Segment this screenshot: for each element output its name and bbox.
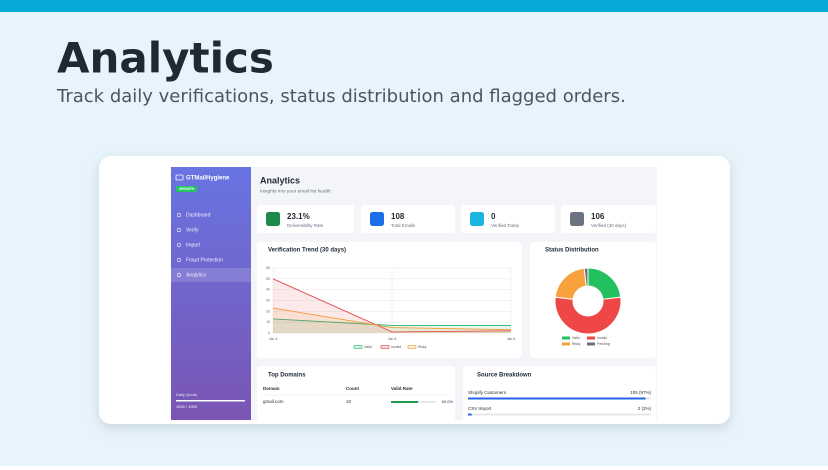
- legend-swatch: [380, 345, 390, 349]
- source-bar: [468, 413, 472, 416]
- badge-text: GROWTH: [179, 187, 195, 191]
- stat-value: 23.1%: [287, 212, 310, 221]
- series-line: [272, 278, 512, 333]
- quota-value: 1000 / 1000: [176, 404, 198, 409]
- y-tick-label: 20: [266, 309, 270, 313]
- nav-icon: [176, 212, 182, 218]
- stat-label: Verified (30 days): [591, 223, 627, 228]
- stat-card: [257, 205, 354, 233]
- quota-bar: [176, 400, 245, 402]
- sidebar: [171, 167, 251, 420]
- stat-label: Verified Today: [491, 223, 520, 228]
- x-tick-label: Jan 8: [507, 337, 516, 341]
- y-tick-label: 30: [266, 298, 270, 302]
- stat-icon: [266, 212, 280, 226]
- y-tick-label: 40: [266, 288, 270, 292]
- y-tick-label: 60: [266, 266, 270, 270]
- source-track: [468, 413, 651, 416]
- nav-icon: [176, 272, 182, 278]
- stat-icon: [370, 212, 384, 226]
- source-bar: [468, 397, 646, 400]
- stat-icon: [570, 212, 584, 226]
- count: 10: [346, 399, 352, 404]
- x-tick-label: Jan 6: [388, 337, 397, 341]
- nav-item[interactable]: Verify: [186, 227, 199, 233]
- nav-item[interactable]: Dashboard: [186, 212, 211, 218]
- domains-card: [257, 366, 455, 420]
- series-area: [273, 308, 511, 333]
- status-title: Status Distribution: [545, 248, 599, 254]
- legend-label: Valid: [572, 336, 580, 340]
- donut-slice: [554, 296, 622, 335]
- stat-value: 106: [591, 212, 605, 221]
- source-name: Shopify Customers: [468, 390, 507, 395]
- stat-icon: [470, 212, 484, 226]
- nav-item[interactable]: Analytics: [186, 272, 207, 278]
- page-title: Analytics: [260, 175, 300, 185]
- stat-card: [361, 205, 455, 233]
- badge: [176, 186, 197, 192]
- legend-swatch: [562, 342, 570, 346]
- hero-title: Analytics: [57, 34, 274, 83]
- stat-label: Deliverability Rate: [287, 223, 324, 228]
- source-count: 105 (97%): [630, 390, 651, 395]
- legend-swatch: [353, 345, 363, 349]
- brand-icon: [175, 174, 184, 181]
- x-tick-label: Jan 4: [269, 337, 278, 341]
- nav-active: [171, 268, 251, 282]
- rate-label: 60.0%: [442, 399, 454, 404]
- app: GTMailHygiene GROWTH Daily Quota 1000 / …: [171, 167, 657, 420]
- source-count: 2 (2%): [638, 406, 652, 411]
- stat-value: 108: [391, 212, 405, 221]
- nav-icon: [176, 227, 182, 233]
- legend-swatch: [407, 345, 417, 349]
- y-tick-label: 10: [266, 320, 270, 324]
- series-line: [272, 318, 511, 326]
- y-tick-label: 0: [268, 331, 270, 335]
- source-name: CSV Import: [468, 406, 492, 411]
- legend-label: Valid: [364, 345, 372, 349]
- legend-label: Risky: [572, 342, 581, 346]
- legend-label: Invalid: [391, 345, 401, 349]
- stat-card: [461, 205, 555, 233]
- rate-bar: [391, 401, 418, 403]
- legend-label: Invalid: [597, 336, 607, 340]
- nav-item[interactable]: Fraud Protection: [186, 257, 223, 263]
- page-subtitle: Insights into your email list health: [260, 188, 331, 194]
- source-card: [463, 366, 656, 420]
- legend-swatch: [587, 336, 595, 340]
- legend-swatch: [587, 342, 595, 346]
- domains-title: Top Domains: [268, 373, 306, 379]
- nav-icon: [176, 257, 182, 263]
- status-card: [530, 242, 656, 358]
- brand: GTMailHygiene: [186, 176, 230, 182]
- nav-item[interactable]: Import: [186, 242, 201, 248]
- stat-label: Total Emails: [391, 223, 416, 228]
- legend-swatch: [562, 336, 570, 340]
- stat-value: 0: [491, 212, 496, 221]
- quota-label: Daily Quota: [176, 392, 198, 397]
- table-header: Count: [346, 386, 359, 391]
- series-line: [272, 307, 512, 331]
- series-area: [273, 278, 511, 333]
- donut-slice: [583, 267, 589, 287]
- source-title: Source Breakdown: [477, 373, 532, 379]
- table-header: Valid Rate: [391, 386, 413, 391]
- legend-label: Pending: [597, 342, 610, 346]
- hero-subtitle: Track daily verifications, status distri…: [56, 86, 626, 107]
- table-header: Domain: [263, 386, 280, 391]
- domain: gmail.com: [263, 399, 284, 404]
- top-band: [0, 0, 828, 12]
- y-tick-label: 50: [266, 277, 270, 281]
- legend-label: Risky: [418, 345, 427, 349]
- stat-card: [561, 205, 656, 233]
- nav-icon: [176, 242, 182, 248]
- trend-title: Verification Trend (30 days): [268, 248, 346, 254]
